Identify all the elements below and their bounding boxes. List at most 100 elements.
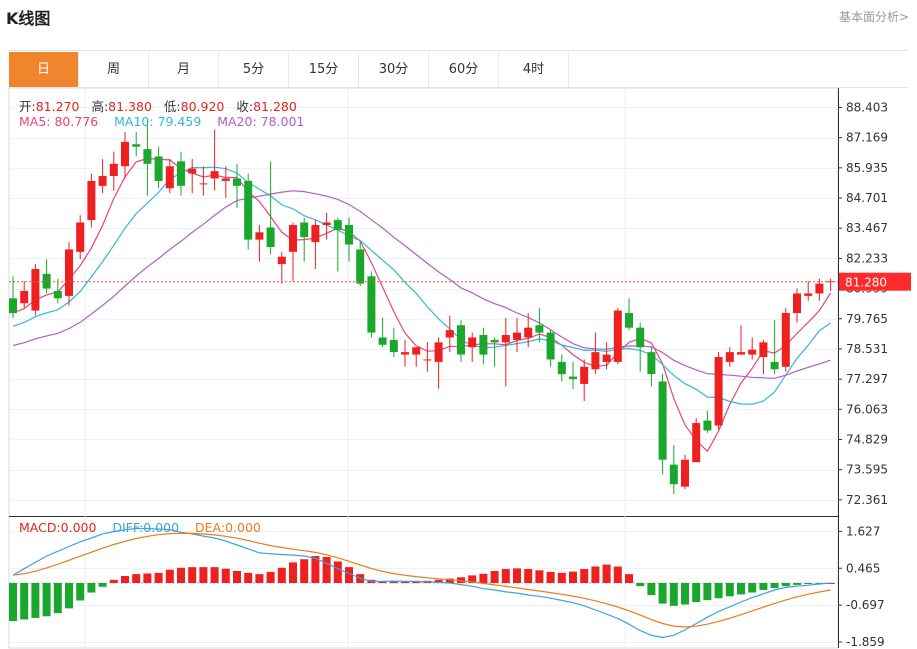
macd-tick-label: -0.697 xyxy=(846,598,885,612)
macd-bar xyxy=(748,583,757,593)
candle-body xyxy=(333,220,342,230)
tab-4h[interactable]: 4时 xyxy=(499,52,569,87)
candle-body xyxy=(98,176,107,186)
current-price-tag xyxy=(839,272,911,291)
macd-bar xyxy=(132,574,141,583)
tab-30min[interactable]: 30分 xyxy=(359,52,429,87)
candle-body xyxy=(20,290,29,304)
macd-value: MACD:0.000 xyxy=(19,520,97,535)
candle-body xyxy=(625,313,633,328)
candles xyxy=(9,119,835,494)
candle-body xyxy=(121,141,129,167)
candle-body xyxy=(580,366,589,384)
macd-bar xyxy=(53,583,62,614)
candle-body xyxy=(356,249,365,284)
candle-body xyxy=(154,156,163,181)
open-value: 81.270 xyxy=(35,99,80,114)
tab-day[interactable]: 日 xyxy=(9,52,79,87)
macd-bar xyxy=(233,570,241,583)
candle-body xyxy=(759,342,768,358)
macd-bar xyxy=(535,570,544,583)
macd-bar xyxy=(76,583,85,601)
tab-60min[interactable]: 60分 xyxy=(429,52,499,87)
price-tick-label: 74.829 xyxy=(846,432,888,446)
candle-body xyxy=(602,354,611,362)
price-tick-label: 79.765 xyxy=(846,312,888,326)
price-tick-label: 77.297 xyxy=(846,372,888,386)
candle-body xyxy=(210,171,219,179)
low-label: 低: xyxy=(163,99,181,114)
dea-value: DEA:0.000 xyxy=(195,520,261,535)
candle-body xyxy=(233,178,241,186)
price-tick-label: 83.467 xyxy=(846,221,888,235)
candle-body xyxy=(221,178,230,181)
candle-body xyxy=(535,325,544,333)
candle-body xyxy=(591,352,600,370)
macd-bar xyxy=(333,561,342,583)
tab-month[interactable]: 月 xyxy=(149,52,219,87)
high-label: 高: xyxy=(91,99,109,114)
price-tick-label: 87.169 xyxy=(846,131,888,145)
price-tick-label: 73.595 xyxy=(846,463,888,477)
macd-bar xyxy=(389,581,398,583)
candle-body xyxy=(457,325,465,355)
macd-bar xyxy=(602,564,611,583)
candle-body xyxy=(546,332,555,360)
tab-5min[interactable]: 5分 xyxy=(219,52,289,87)
candle-body xyxy=(401,352,409,355)
candle-body xyxy=(244,180,253,240)
macd-panel xyxy=(9,527,838,639)
candle-body xyxy=(165,166,174,189)
macd-bar xyxy=(445,578,454,583)
macd-bar xyxy=(770,583,779,589)
macd-bar xyxy=(177,567,185,583)
candle-body xyxy=(569,376,577,380)
candle-body xyxy=(132,144,141,147)
macd-bar xyxy=(98,583,107,587)
macd-bar xyxy=(524,569,533,583)
candle-body xyxy=(524,327,533,338)
macd-bar xyxy=(703,583,712,601)
tab-week[interactable]: 周 xyxy=(79,52,149,87)
candle-body xyxy=(703,420,712,431)
candle-body xyxy=(781,313,790,367)
macd-tick-label: 1.627 xyxy=(846,524,880,538)
macd-bar xyxy=(121,576,129,583)
ma10-value: MA10: 79.459 xyxy=(114,114,202,129)
open-label: 开: xyxy=(19,99,36,114)
macd-bar xyxy=(613,566,622,583)
page-title: K线图 xyxy=(6,9,51,28)
macd-bar xyxy=(87,583,96,593)
macd-bar xyxy=(658,583,667,604)
macd-bar xyxy=(692,583,701,603)
macd-bar xyxy=(210,567,219,583)
candle-body xyxy=(367,276,376,333)
macd-bar xyxy=(681,583,689,605)
candle-body xyxy=(681,459,689,487)
macd-bar xyxy=(490,570,499,583)
diff-line xyxy=(12,527,831,639)
candle-body xyxy=(445,330,454,338)
candle-body xyxy=(725,352,734,362)
price-tick-label: 84.701 xyxy=(846,191,888,205)
tab-15min[interactable]: 15分 xyxy=(289,52,359,87)
macd-bar xyxy=(759,583,768,590)
ma20-line xyxy=(12,190,831,379)
candle-body xyxy=(468,337,477,348)
macd-bar xyxy=(9,583,17,622)
candle-body xyxy=(423,359,432,361)
candle-body xyxy=(501,335,510,343)
macd-bar xyxy=(793,583,801,585)
candle-body xyxy=(513,332,521,340)
kline-chart: 88.403 87.169 85.935 84.701 83.467 82.233 80.9… xyxy=(8,88,911,649)
macd-bar xyxy=(434,579,443,583)
macd-bar xyxy=(647,583,656,596)
fundamental-analysis-link[interactable]: 基本面分析> xyxy=(838,10,909,24)
macd-bar xyxy=(546,571,555,583)
candle-body xyxy=(378,337,387,345)
macd-bar xyxy=(580,569,589,583)
ma5-value: MA5: 80.776 xyxy=(19,114,99,129)
price-tick-label: 78.531 xyxy=(846,342,888,356)
macd-bar xyxy=(781,583,790,587)
macd-tick-label: 0.465 xyxy=(846,561,880,575)
